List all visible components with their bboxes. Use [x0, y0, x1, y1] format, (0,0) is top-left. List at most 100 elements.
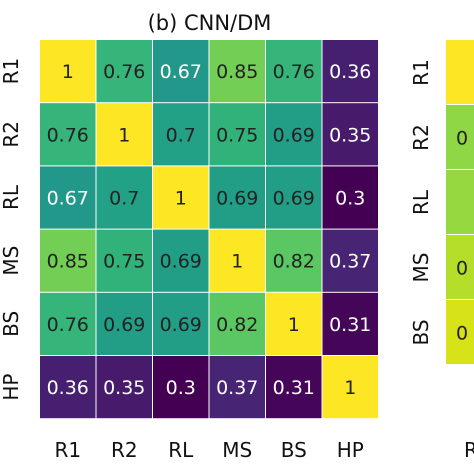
heatmap-cell: [209, 229, 265, 292]
heatmap-cell: [446, 170, 474, 234]
heatmap-cell: [96, 356, 152, 419]
heatmap-cell: [266, 166, 322, 229]
col-tick-label: R2: [111, 438, 138, 462]
cell-value-label: 0.76: [47, 314, 89, 336]
row-tick-label: R2: [0, 121, 23, 148]
heatmap-cell: [153, 292, 209, 355]
cell-value-label: 0.69: [273, 124, 315, 146]
cell-value-label: 0.85: [216, 61, 258, 83]
heatmap-cell: [40, 292, 96, 355]
cell-value-label: 0.37: [329, 251, 371, 273]
chart-title: (b) CNN/DM: [148, 11, 272, 35]
cell-value-label: 1: [62, 61, 74, 83]
row-tick-label: BS: [409, 319, 433, 345]
cell-value-label: 0.7: [166, 124, 196, 146]
cell-value-label: 0.69: [273, 188, 315, 210]
heatmap-cell: [153, 356, 209, 419]
cell-value-label: 0.67: [47, 188, 89, 210]
cell-value-label: 0.69: [103, 314, 145, 336]
cell-value-label: 0.36: [329, 61, 371, 83]
col-tick-label: R1: [54, 438, 81, 462]
col-tick-label: HP: [337, 438, 364, 462]
col-tick-label: BS: [281, 438, 307, 462]
heatmap-cell: [96, 166, 152, 229]
heatmap-cell: [96, 40, 152, 103]
heatmap-cell: [322, 103, 378, 166]
cell-value-label: 0.76: [273, 61, 315, 83]
heatmap-cell: [322, 166, 378, 229]
row-tick-label: BS: [0, 311, 23, 337]
heatmap-cell: [40, 229, 96, 292]
heatmap-cell: [153, 229, 209, 292]
heatmap-cell: [153, 103, 209, 166]
heatmap-cell: [209, 40, 265, 103]
cell-value-label: 0.69: [160, 314, 202, 336]
cell-value-label: 0.82: [216, 314, 258, 336]
cell-value-label: 0.75: [216, 124, 258, 146]
col-tick-label: R: [464, 438, 474, 462]
col-tick-label: RL: [168, 438, 194, 462]
row-tick-label: RL: [409, 189, 433, 215]
heatmap-cell: [446, 235, 474, 299]
row-tick-label: R1: [0, 58, 23, 85]
cell-value-label: 0.69: [160, 251, 202, 273]
heatmap-cell: [96, 229, 152, 292]
cell-value-label: 0: [456, 128, 468, 150]
cell-value-label: 0.76: [103, 61, 145, 83]
cell-value-label: 0.36: [47, 377, 89, 399]
heatmap-cell: [40, 40, 96, 103]
cell-value-label: 0: [456, 323, 468, 345]
row-tick-label: MS: [409, 253, 433, 283]
cell-value-label: 1: [175, 188, 187, 210]
row-tick-label: MS: [0, 246, 23, 276]
cell-value-label: 0.75: [103, 251, 145, 273]
heatmap-cell: [446, 40, 474, 104]
heatmap-cell: [40, 103, 96, 166]
heatmap-cell: [266, 292, 322, 355]
cell-value-label: 0.3: [166, 377, 196, 399]
heatmap-cell: [266, 103, 322, 166]
cell-value-label: 1: [231, 251, 243, 273]
heatmap-cell: [322, 229, 378, 292]
heatmap-cell: [209, 292, 265, 355]
heatmap-cell: [96, 103, 152, 166]
heatmap-cell: [209, 166, 265, 229]
heatmap-cell: [266, 356, 322, 419]
cell-value-label: 0.35: [329, 124, 371, 146]
heatmap-cell: [322, 40, 378, 103]
heatmap-cell: [266, 40, 322, 103]
heatmap-cell: [40, 166, 96, 229]
cell-value-label: 0.69: [216, 188, 258, 210]
cell-value-label: 0.31: [329, 314, 371, 336]
row-tick-label: R2: [409, 124, 433, 151]
heatmap-cell: [153, 40, 209, 103]
row-tick-label: RL: [0, 184, 23, 210]
cell-value-label: 0.35: [103, 377, 145, 399]
heatmap-cell: [266, 229, 322, 292]
col-tick-label: MS: [222, 438, 252, 462]
cell-value-label: 0.37: [216, 377, 258, 399]
cell-value-label: 1: [344, 377, 356, 399]
cell-value-label: 1: [288, 314, 300, 336]
heatmap-cell: [322, 292, 378, 355]
cell-value-label: 0: [456, 258, 468, 280]
heatmap-cell: [40, 356, 96, 419]
heatmap-cnn-dm: (b) CNN/DM 1 0.76 0.67 0.85 0.76 0.36 0.76 1 0.7 0…: [0, 11, 378, 462]
heatmap-cell: [209, 356, 265, 419]
cell-value-label: 0.85: [47, 251, 89, 273]
heatmap-cell: [153, 166, 209, 229]
cell-value-label: 0.3: [335, 188, 365, 210]
cell-value-label: 0.82: [273, 251, 315, 273]
heatmap-cell: [96, 292, 152, 355]
heatmap-cell: [446, 300, 474, 364]
heatmap-cell: [209, 103, 265, 166]
heatmap-cell: [446, 105, 474, 169]
heatmap-partial-right: 0 0 0 R1 R2 RL MS BS R: [409, 40, 474, 462]
cell-value-label: 0.67: [160, 61, 202, 83]
cell-value-label: 0.31: [273, 377, 315, 399]
heatmap-cell: [322, 356, 378, 419]
row-tick-label: R1: [409, 59, 433, 86]
cell-value-label: 0.7: [109, 188, 139, 210]
row-tick-label: HP: [0, 374, 23, 401]
